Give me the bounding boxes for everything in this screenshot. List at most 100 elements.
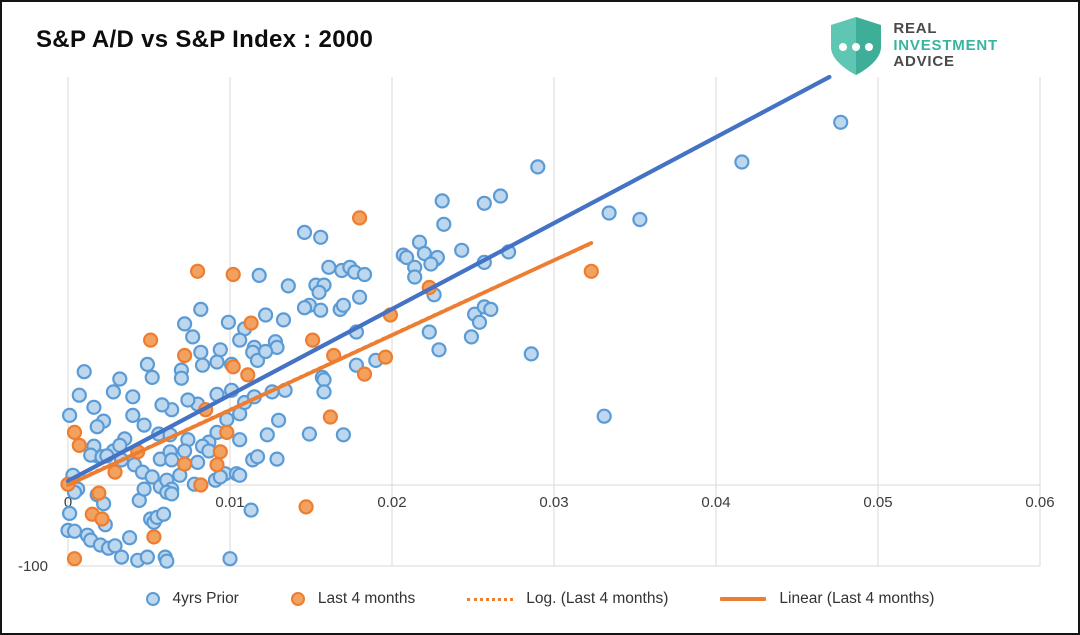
- scatter-point-last-4-months: [94, 511, 110, 527]
- scatter-point-last-4-months: [322, 409, 338, 425]
- x-tick-label: 0.03: [539, 494, 568, 511]
- orange-circle-marker-icon: [290, 592, 305, 606]
- chart-legend: 4yrs Prior Last 4 months Log. (Last 4 mo…: [2, 590, 1078, 608]
- scatter-point-last-4-months: [225, 359, 241, 375]
- scatter-point-4yrs-prior: [139, 356, 155, 372]
- scatter-point-4yrs-prior: [125, 407, 141, 423]
- scatter-point-last-4-months: [66, 551, 83, 567]
- legend-label: Log. (Last 4 months): [526, 590, 669, 607]
- scatter-point-last-4-months: [91, 485, 107, 501]
- scatter-point-4yrs-prior: [734, 154, 750, 170]
- scatter-point-last-4-months: [240, 367, 256, 383]
- scatter-point-4yrs-prior: [483, 301, 499, 317]
- scatter-point-4yrs-prior: [209, 354, 225, 370]
- scatter-point-4yrs-prior: [212, 469, 228, 485]
- scatter-point-4yrs-prior: [454, 242, 470, 258]
- scatter-point-4yrs-prior: [177, 443, 193, 459]
- scatter-point-last-4-months: [193, 477, 209, 493]
- scatter-point-4yrs-prior: [222, 551, 238, 567]
- shield-icon: [831, 17, 882, 75]
- scatter-point-4yrs-prior: [423, 256, 439, 272]
- logo-wordmark: REAL INVESTMENT ADVICE: [893, 21, 998, 71]
- scatter-point-4yrs-prior: [190, 454, 206, 470]
- scatter-point-last-4-months: [177, 456, 193, 472]
- scatter-point-4yrs-prior: [316, 384, 332, 400]
- legend-item-4yrs-prior: 4yrs Prior: [145, 590, 239, 608]
- scatter-point-4yrs-prior: [121, 530, 138, 546]
- scatter-point-4yrs-prior: [136, 481, 152, 497]
- scatter-point-last-4-months: [219, 424, 235, 440]
- legend-item-last-4-months: Last 4 months: [290, 590, 416, 608]
- scatter-point-4yrs-prior: [61, 407, 78, 423]
- scatter-point-4yrs-prior: [530, 159, 546, 175]
- scatter-point-last-4-months: [71, 437, 87, 453]
- scatter-point-last-4-months: [177, 347, 193, 364]
- scatter-point-4yrs-prior: [313, 302, 329, 318]
- scatter-point-4yrs-prior: [471, 314, 488, 330]
- scatter-point-last-4-months: [107, 464, 123, 480]
- scatter-point-4yrs-prior: [335, 297, 351, 313]
- scatter-point-4yrs-prior: [113, 549, 130, 565]
- scatter-point-last-4-months: [352, 210, 368, 226]
- scatter-point-4yrs-prior: [399, 249, 415, 266]
- scatter-point-4yrs-prior: [407, 269, 423, 285]
- scatter-point-4yrs-prior: [356, 266, 373, 283]
- scatter-point-last-4-months: [243, 315, 259, 331]
- scatter-point-4yrs-prior: [259, 427, 275, 443]
- y-tick-label: -100: [18, 558, 48, 575]
- scatter-point-4yrs-prior: [833, 114, 849, 130]
- legend-item-log-last-4-months: Log. (Last 4 months): [467, 590, 668, 608]
- scatter-point-last-4-months: [209, 457, 225, 473]
- real-investment-advice-logo: REAL INVESTMENT ADVICE: [829, 16, 998, 76]
- scatter-point-4yrs-prior: [492, 188, 509, 204]
- scatter-point-4yrs-prior: [193, 344, 209, 360]
- scatter-point-4yrs-prior: [173, 370, 189, 386]
- scatter-point-4yrs-prior: [311, 284, 327, 300]
- scatter-point-4yrs-prior: [144, 469, 160, 485]
- legend-item-linear-last-4-months: Linear (Last 4 months): [720, 590, 934, 608]
- scatter-point-last-4-months: [225, 266, 241, 283]
- scatter-point-4yrs-prior: [335, 427, 351, 443]
- scatter-point-4yrs-prior: [112, 371, 128, 387]
- scatter-point-4yrs-prior: [125, 389, 141, 405]
- scatter-point-4yrs-prior: [249, 449, 266, 465]
- logo-line-advice: ADVICE: [893, 53, 955, 71]
- scatter-point-4yrs-prior: [275, 312, 292, 328]
- chart-title: S&P A/D vs S&P Index : 2000: [36, 26, 374, 53]
- scatter-point-4yrs-prior: [271, 412, 287, 428]
- scatter-point-last-4-months: [356, 366, 373, 382]
- scatter-point-4yrs-prior: [232, 432, 248, 448]
- scatter-point-4yrs-prior: [61, 505, 78, 521]
- scatter-point-4yrs-prior: [601, 205, 617, 221]
- legend-label: Linear (Last 4 months): [779, 590, 935, 607]
- dotted-line-marker-icon: [467, 597, 514, 601]
- scatter-point-4yrs-prior: [321, 259, 337, 275]
- scatter-point-4yrs-prior: [144, 369, 160, 385]
- legend-label: Last 4 months: [317, 590, 416, 607]
- scatter-point-4yrs-prior: [136, 417, 152, 433]
- scatter-point-4yrs-prior: [632, 211, 648, 228]
- scatter-point-4yrs-prior: [232, 467, 248, 483]
- scatter-point-4yrs-prior: [476, 195, 492, 211]
- scatter-point-4yrs-prior: [313, 229, 329, 245]
- scatter-point-4yrs-prior: [89, 419, 105, 435]
- x-tick-label: 0: [64, 494, 72, 511]
- scatter-point-4yrs-prior: [251, 267, 267, 283]
- scatter-point-4yrs-prior: [66, 523, 83, 539]
- legend-label: 4yrs Prior: [172, 590, 239, 607]
- x-tick-label: 0.02: [377, 494, 406, 511]
- scatter-point-last-4-months: [212, 444, 228, 460]
- scatter-point-4yrs-prior: [421, 324, 437, 340]
- scatter-point-4yrs-prior: [180, 392, 196, 408]
- scatter-point-4yrs-prior: [434, 193, 450, 209]
- scatter-point-4yrs-prior: [463, 329, 479, 345]
- scatter-point-4yrs-prior: [523, 346, 539, 362]
- scatter-point-4yrs-prior: [296, 300, 313, 316]
- scatter-point-4yrs-prior: [232, 332, 248, 348]
- blue-circle-marker-icon: [145, 592, 160, 606]
- trendline-linear-last-4-months-: [66, 241, 594, 487]
- scatter-point-4yrs-prior: [301, 426, 317, 442]
- scatter-point-4yrs-prior: [107, 538, 123, 554]
